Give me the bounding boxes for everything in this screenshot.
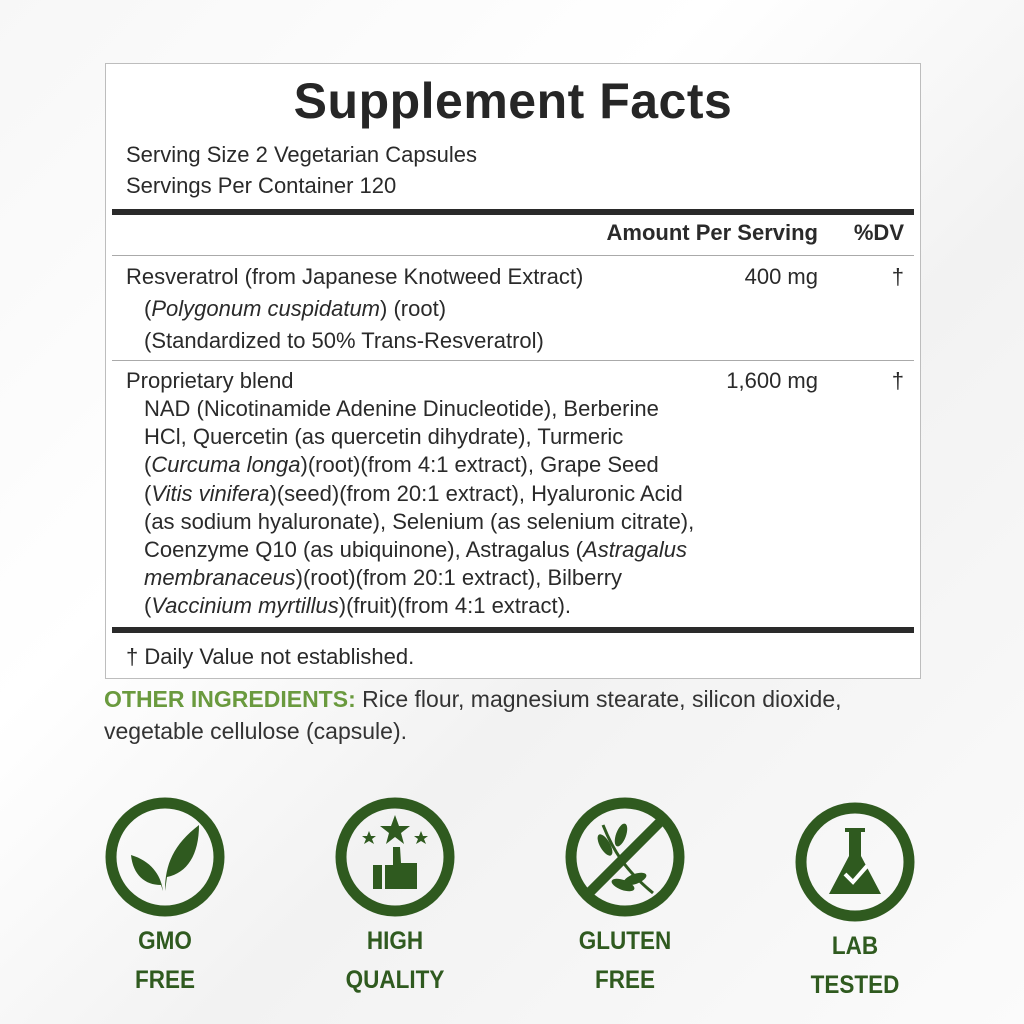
ingredient-text: )(seed)(from 20:1 extract), Hyaluronic A… (269, 481, 683, 506)
ingredient-text: (Standardized to 50% Trans-Resveratrol) (144, 328, 544, 353)
badge-gluten-free: GLUTEN FREE (560, 795, 690, 997)
ingredient-line: Resveratrol (from Japanese Knotweed Extr… (126, 264, 583, 290)
badge-label: FREE (594, 966, 656, 994)
ingredient-text: )(root)(from 20:1 extract), Bilberry (295, 565, 623, 590)
divider (112, 360, 914, 361)
ingredient-text: Resveratrol (from Japanese Knotweed Extr… (126, 264, 584, 289)
ingredient-text: Coenzyme Q10 (as ubiquinone), Astragalus… (144, 537, 584, 562)
ingredient-line: membranaceus)(root)(from 20:1 extract), … (144, 565, 622, 591)
latin-name: membranaceus (144, 565, 296, 590)
divider-thick (112, 627, 914, 633)
ingredient-line: Proprietary blend (126, 368, 294, 394)
badge-label: HIGH (366, 927, 424, 955)
servings-per-container: Servings Per Container 120 (126, 173, 397, 198)
footnote: † Daily Value not established. (126, 644, 415, 669)
other-ingredients: OTHER INGREDIENTS: Rice flour, magnesium… (104, 686, 842, 713)
latin-name: Polygonum cuspidatum (151, 296, 381, 321)
badge-gmo-free: GMO FREE (100, 795, 230, 997)
amount-value: 400 mg (744, 264, 818, 289)
ingredient-line: HCl, Quercetin (as quercetin dihydrate),… (144, 424, 623, 450)
ingredient-text: ( (144, 593, 152, 618)
ingredient-text: ( (144, 296, 152, 321)
badge-label: GLUTEN (578, 927, 672, 955)
divider-thick (112, 209, 914, 215)
ingredient-text: (as sodium hyaluronate), Selenium (as se… (144, 509, 695, 534)
ingredient-line: NAD (Nicotinamide Adenine Dinucleotide),… (144, 396, 659, 422)
dv-value: † (891, 264, 904, 289)
other-ingredients-label: OTHER INGREDIENTS: (104, 686, 356, 712)
ingredient-line: (Vitis vinifera)(seed)(from 20:1 extract… (144, 481, 683, 507)
latin-name: Curcuma longa (151, 452, 301, 477)
ingredient-line: (Vaccinium myrtillus)(fruit)(from 4:1 ex… (144, 593, 571, 619)
other-ingredients-text: Rice flour, magnesium stearate, silicon … (355, 686, 842, 712)
ingredient-text: )(fruit)(from 4:1 extract). (338, 593, 572, 618)
ingredient-line: (Polygonum cuspidatum) (root) (144, 296, 446, 322)
latin-name: Vitis vinifera (151, 481, 270, 506)
ingredient-line: Coenzyme Q10 (as ubiquinone), Astragalus… (144, 537, 687, 563)
amount-header: Amount Per Serving (606, 220, 818, 245)
badge-label: LAB (831, 932, 879, 960)
flask-check-icon (795, 802, 915, 922)
amount-value: 1,600 mg (726, 368, 818, 393)
ingredient-text: ( (144, 481, 152, 506)
thumbs-up-stars-icon (335, 797, 455, 917)
badge-label: GMO (138, 927, 192, 955)
serving-size: Serving Size 2 Vegetarian Capsules (126, 142, 477, 167)
ingredient-text: ) (root) (380, 296, 447, 321)
ingredient-text: HCl, Quercetin (as quercetin dihydrate),… (144, 424, 624, 449)
panel-title: Supplement Facts (293, 73, 733, 129)
other-ingredients-line2: vegetable cellulose (capsule). (104, 718, 408, 744)
ingredient-line: (Standardized to 50% Trans-Resveratrol) (144, 328, 544, 354)
badge-label: QUALITY (345, 966, 445, 994)
ingredient-text: ( (144, 452, 152, 477)
leaf-icon (105, 797, 225, 917)
latin-name: Astragalus (583, 537, 687, 562)
ingredient-line: (as sodium hyaluronate), Selenium (as se… (144, 509, 694, 535)
latin-name: Vaccinium myrtillus (151, 593, 339, 618)
dv-header: %DV (853, 220, 904, 245)
badge-label: FREE (134, 966, 196, 994)
supplement-facts-panel: Supplement Facts Serving Size 2 Vegetari… (105, 63, 921, 679)
badge-high-quality: HIGH QUALITY (330, 795, 460, 997)
divider (112, 255, 914, 256)
dv-value: † (891, 368, 904, 393)
ingredient-line: (Curcuma longa)(root)(from 4:1 extract),… (144, 452, 659, 478)
ingredient-text: Proprietary blend (126, 368, 294, 393)
ingredient-text: )(root)(from 4:1 extract), Grape Seed (300, 452, 659, 477)
no-wheat-icon (565, 797, 685, 917)
badge-lab-tested: LAB TESTED (790, 800, 920, 1002)
ingredient-text: NAD (Nicotinamide Adenine Dinucleotide),… (144, 396, 659, 421)
badge-label: TESTED (810, 971, 900, 999)
